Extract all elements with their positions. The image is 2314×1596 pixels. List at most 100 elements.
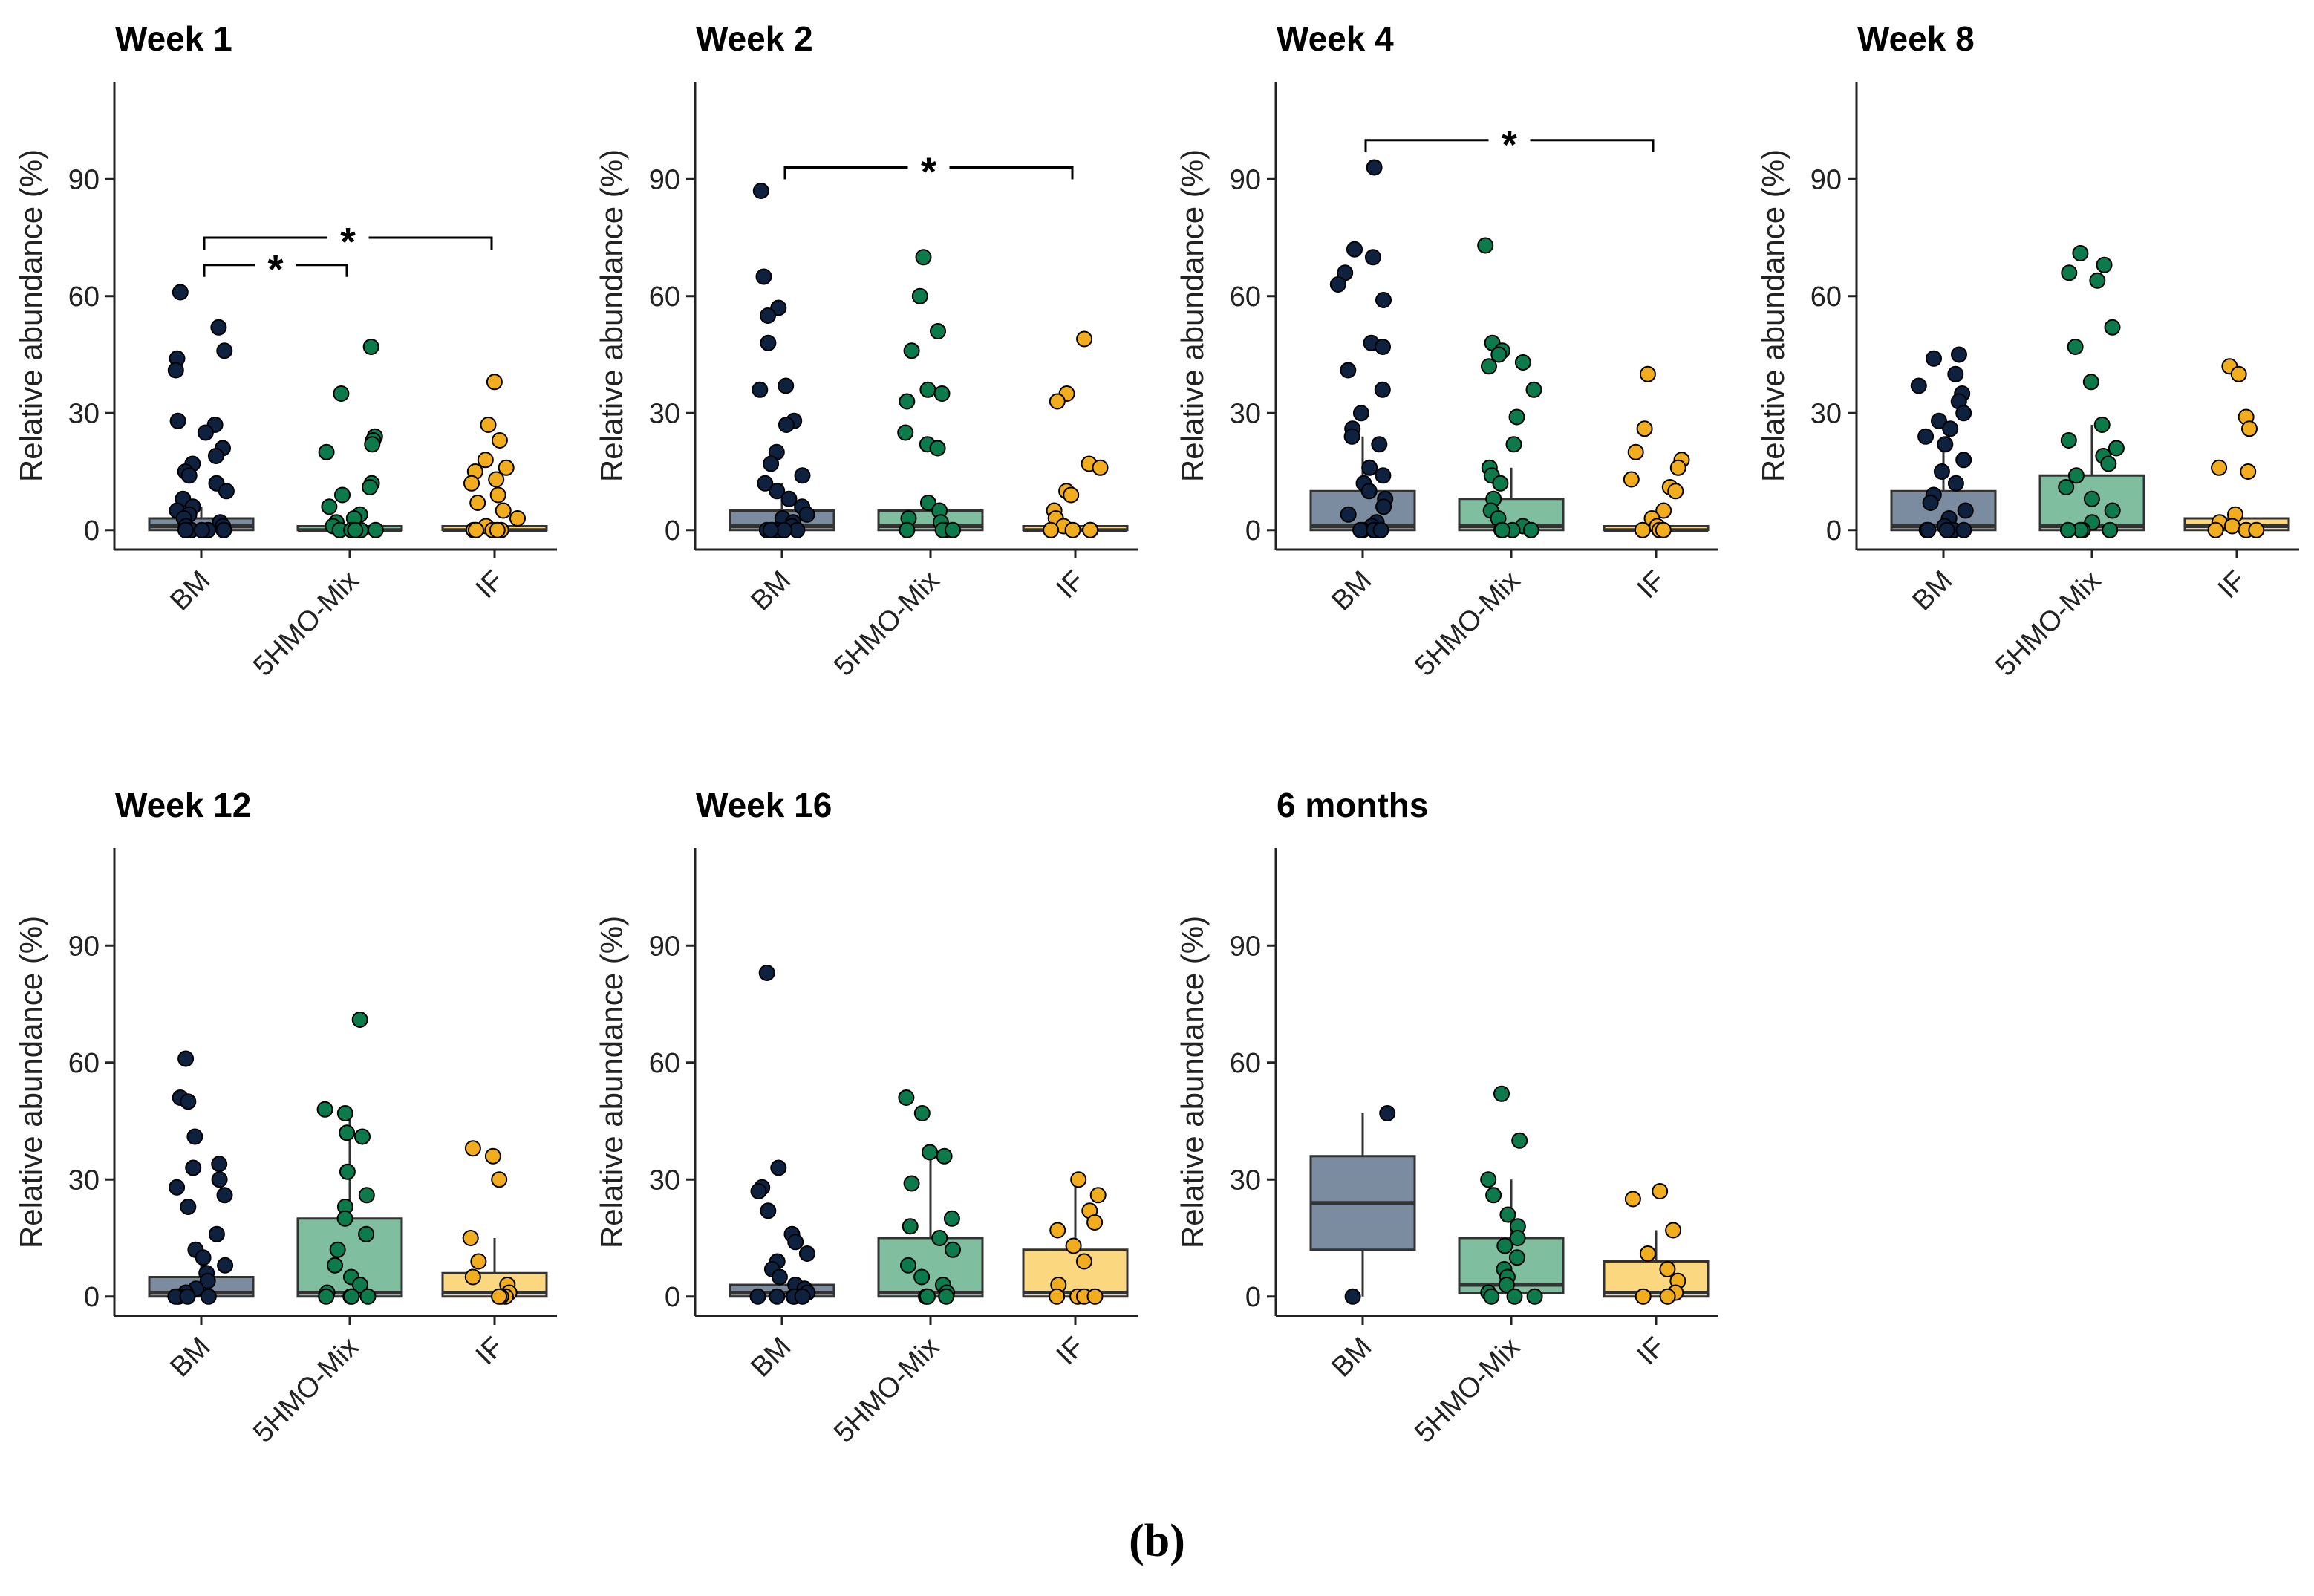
significance-bracket: * [203, 220, 493, 264]
data-point [1652, 1183, 1669, 1199]
figure-label: (b) [1129, 1516, 1185, 1566]
data-point [769, 1288, 786, 1305]
data-point [930, 323, 946, 339]
data-point [778, 417, 795, 433]
y-tick-label-30: 30 [649, 398, 680, 429]
data-point [1043, 521, 1060, 538]
data-point [1922, 495, 1939, 511]
data-point [899, 521, 916, 538]
data-point [900, 1257, 916, 1274]
y-axis-title: Relative abundance (%) [13, 916, 48, 1248]
data-point [2104, 502, 2121, 519]
data-point [911, 287, 928, 304]
data-point [489, 486, 506, 504]
data-point [770, 1159, 787, 1176]
data-point [760, 1202, 777, 1219]
group-if: IF [1603, 1183, 1710, 1372]
data-point [1955, 405, 1972, 422]
y-tick-label-30: 30 [1811, 398, 1842, 429]
data-point [333, 385, 350, 402]
group-if: IF [2183, 358, 2290, 605]
data-point [1049, 393, 1066, 410]
data-point [780, 490, 798, 507]
data-point [468, 521, 484, 538]
data-point [2067, 339, 2084, 355]
data-point [1931, 412, 1947, 429]
data-point [778, 377, 795, 394]
data-point [794, 467, 811, 484]
data-point [1655, 502, 1672, 519]
data-point [1086, 1288, 1104, 1305]
group-bm: BM [1309, 1105, 1416, 1384]
data-point [945, 521, 961, 538]
y-tick-label-60: 60 [649, 281, 680, 313]
data-point [2211, 459, 2228, 476]
data-point [464, 1268, 481, 1286]
x-tick-label: IF [1632, 565, 1672, 605]
x-tick-label: 5HMO-Mix [828, 565, 945, 683]
data-point [913, 1105, 931, 1121]
y-tick-label-60: 60 [1230, 1048, 1261, 1079]
data-point [1926, 350, 1942, 367]
group-if: IF [1603, 365, 1710, 605]
data-point [367, 521, 384, 538]
x-tick-label: IF [470, 1332, 510, 1372]
group-if: IF [1022, 330, 1129, 605]
data-point [1063, 486, 1080, 504]
data-point [464, 1140, 481, 1157]
data-point [199, 1272, 216, 1289]
data-point [1496, 1237, 1513, 1254]
data-point [1627, 443, 1644, 460]
data-point [1070, 1171, 1087, 1188]
data-point [929, 440, 946, 457]
data-point [1525, 381, 1542, 398]
data-point [2060, 432, 2077, 449]
x-tick-label: 5HMO-Mix [1409, 1332, 1526, 1449]
y-tick-label-60: 60 [68, 1048, 100, 1079]
data-point [902, 1218, 919, 1235]
x-tick-label: BM [164, 1332, 216, 1384]
data-point [898, 1089, 915, 1106]
panel-title: Week 2 [696, 19, 813, 58]
data-point [1505, 436, 1522, 453]
data-point [1375, 467, 1392, 484]
data-point [177, 1050, 195, 1067]
x-tick-label: BM [745, 1332, 797, 1384]
box-iqr [1603, 1260, 1710, 1298]
data-point [1049, 1288, 1066, 1305]
y-tick-label-0: 0 [84, 1282, 100, 1313]
bracket-line-right [949, 166, 1074, 180]
y-tick-label-60: 60 [649, 1048, 680, 1079]
x-tick-label: 5HMO-Mix [247, 565, 365, 683]
data-point [762, 521, 779, 538]
data-point [1938, 521, 1955, 538]
data-point [354, 1128, 371, 1145]
data-point [899, 393, 916, 410]
data-point [945, 1241, 961, 1258]
data-point [329, 1241, 346, 1258]
group-5hmo-mix: 5HMO-Mix [828, 1089, 984, 1449]
data-point [1947, 365, 1964, 382]
data-point [771, 1268, 788, 1286]
significance-star: * [267, 247, 283, 292]
x-tick-label: IF [1632, 1332, 1672, 1372]
data-point [211, 1156, 228, 1173]
data-point [2102, 521, 2119, 538]
panel-week-4: Week 4 Relative abundance (%) 0 30 60 90 BM 5HM… [1175, 19, 1718, 683]
data-point [1511, 1132, 1528, 1149]
data-point [1075, 1253, 1092, 1270]
data-point [1498, 1277, 1515, 1293]
data-point [1933, 463, 1950, 480]
data-point [1636, 420, 1653, 437]
data-point [1082, 521, 1099, 538]
data-point [180, 1199, 197, 1215]
data-point [1494, 521, 1510, 538]
data-point [1917, 428, 1935, 445]
data-point [193, 521, 210, 538]
data-point [216, 342, 233, 359]
data-point [913, 1268, 931, 1286]
group-bm: BM [1890, 346, 1997, 617]
group-bm: BM [148, 1050, 255, 1384]
data-point [177, 521, 194, 538]
data-point [2093, 417, 2111, 433]
